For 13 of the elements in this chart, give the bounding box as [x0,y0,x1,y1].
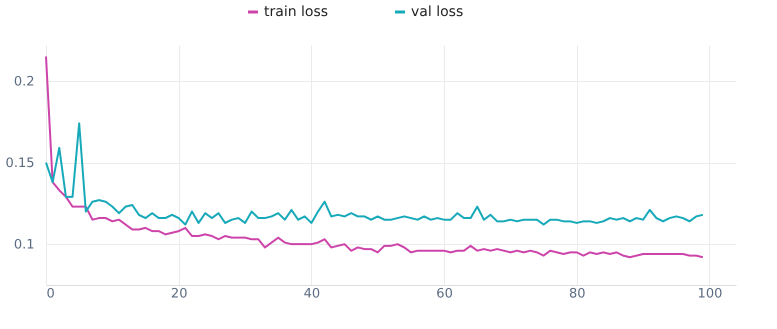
y-tick-label: 0.15 [6,156,34,172]
legend-label: val loss [411,4,464,20]
y-tick-label: 0.2 [14,74,34,90]
y-tick-label: 0.1 [14,238,34,253]
x-tick-label: 100 [698,286,722,302]
x-tick-label: 60 [436,286,453,302]
x-tick-label: 80 [568,286,586,302]
x-tick-label: 0 [46,286,55,302]
legend-label: train loss [264,4,328,20]
line-series [45,122,704,226]
x-tick-label: 20 [170,286,188,302]
x-tick-label: 40 [304,286,320,302]
line-series [45,55,704,258]
